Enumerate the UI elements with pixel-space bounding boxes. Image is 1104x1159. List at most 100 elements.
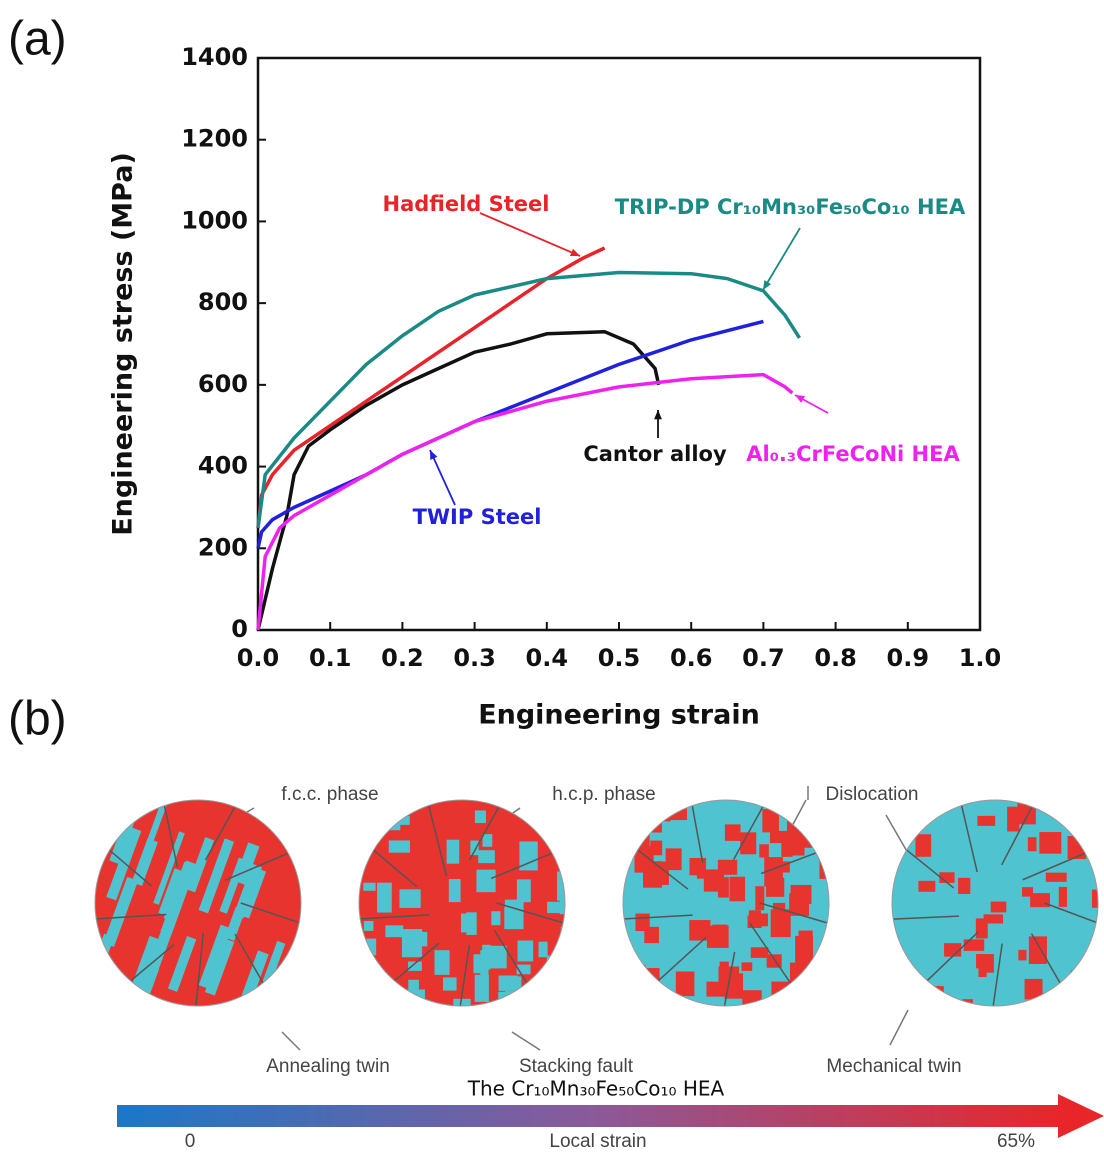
phase-patch [517, 940, 534, 962]
strain-bar [117, 1105, 1062, 1127]
y-tick-label: 1200 [181, 125, 248, 153]
phase-patch [977, 815, 996, 826]
grain-boundary [690, 800, 704, 863]
phase-patch [1058, 886, 1067, 907]
grain-boundary [496, 902, 565, 926]
grain-boundary [234, 933, 268, 990]
phase-patch [470, 840, 479, 856]
grain-boundary [493, 929, 532, 990]
phase-patch [651, 810, 662, 833]
phase-patch [559, 887, 565, 915]
grain-boundary [388, 942, 440, 987]
scale-end-label: 65% [997, 1131, 1035, 1152]
phase-patch [1028, 936, 1047, 964]
label-arrow [479, 212, 581, 257]
grain-boundary [921, 931, 979, 986]
phase-patch [650, 840, 663, 856]
phase-patch [816, 811, 827, 841]
grain-boundary [631, 845, 689, 890]
phase-patch [759, 844, 769, 858]
phase-patch [408, 961, 422, 971]
phase-patch [770, 909, 791, 938]
x-tick-label: 0.9 [887, 644, 930, 672]
phase-patch [482, 834, 493, 847]
phase-patch [990, 901, 1007, 913]
phase-patch [724, 824, 741, 841]
phase-patch [742, 990, 762, 1006]
x-tick-label: 0.7 [742, 644, 785, 672]
phase-patch [665, 848, 682, 871]
panel-label: (b) [8, 693, 67, 746]
grain-fill [359, 800, 565, 1006]
phase-patch [382, 983, 395, 1006]
phase-patch [1039, 832, 1062, 854]
phase-patch [1022, 887, 1034, 897]
phase-patch [689, 857, 707, 876]
phase-patch [781, 837, 793, 857]
x-tick-label: 0.3 [453, 644, 496, 672]
grain-boundary [959, 800, 978, 873]
phase-patch [446, 839, 460, 864]
y-tick-label: 1000 [181, 206, 248, 234]
grain-boundary [426, 800, 448, 877]
phase-patch [926, 986, 944, 1006]
phase-patch [963, 939, 985, 951]
phase-patch [261, 940, 286, 986]
plot-frame [256, 56, 982, 632]
phase-patch [233, 863, 263, 919]
phase-patch [158, 868, 184, 917]
x-tick-label: 0.1 [309, 644, 352, 672]
label-arrow [762, 227, 801, 291]
grain-boundary [892, 915, 959, 921]
phase-patch [145, 800, 169, 847]
phase-patch [434, 950, 450, 975]
phase-patch [819, 858, 829, 879]
phase-patch [675, 971, 695, 997]
phase-patch [382, 809, 401, 831]
phase-patch [516, 879, 531, 903]
phase-patch [643, 861, 662, 888]
phase-patch [532, 992, 552, 1006]
phase-patch [552, 952, 565, 983]
phase-patch [918, 880, 936, 892]
phase-patch [635, 913, 650, 932]
y-tick-label: 800 [198, 288, 248, 316]
microstructure [623, 800, 829, 1006]
phase-patch [480, 950, 489, 977]
phase-patch [473, 954, 484, 974]
phase-patch [545, 826, 555, 837]
y-tick-label: 400 [198, 452, 248, 480]
diagram-caption: The Cr₁₀Mn₃₀Fe₅₀Co₁₀ HEA [467, 1077, 725, 1101]
grain-boundary [359, 914, 430, 921]
phase-patch [1067, 983, 1085, 1004]
phase-patch [453, 998, 471, 1006]
phase-patch [186, 837, 215, 893]
phase-patch [409, 931, 428, 947]
diagram-label: Dislocation [826, 784, 919, 805]
grain-boundary [748, 922, 796, 990]
phase-patch [752, 913, 768, 927]
grain-boundary [991, 943, 1003, 1006]
phase-patch [239, 950, 269, 1005]
phase-patch [153, 831, 185, 905]
series-label: TRIP-DP Cr₁₀Mn₃₀Fe₅₀Co₁₀ HEA [615, 195, 966, 219]
grain-boundary [367, 845, 418, 888]
phase-patch [363, 921, 374, 931]
phase-patch [498, 991, 519, 1006]
phase-patch [774, 987, 797, 1003]
phase-patch [476, 869, 496, 893]
diagram-label: h.c.p. phase [552, 784, 656, 805]
grain-boundary [722, 951, 736, 1006]
phase-patch [366, 938, 377, 956]
label-arrowhead [763, 280, 772, 290]
grain-boundary [95, 913, 167, 921]
label-arrowhead [795, 395, 805, 403]
label-arrowhead [654, 410, 662, 420]
phase-patch [975, 918, 988, 939]
phase-patch [1007, 806, 1020, 832]
microstructure [359, 800, 565, 1006]
grain-boundary [204, 800, 239, 861]
phase-patch [799, 808, 808, 836]
phase-patch [631, 968, 641, 983]
phase-patch [628, 965, 646, 990]
